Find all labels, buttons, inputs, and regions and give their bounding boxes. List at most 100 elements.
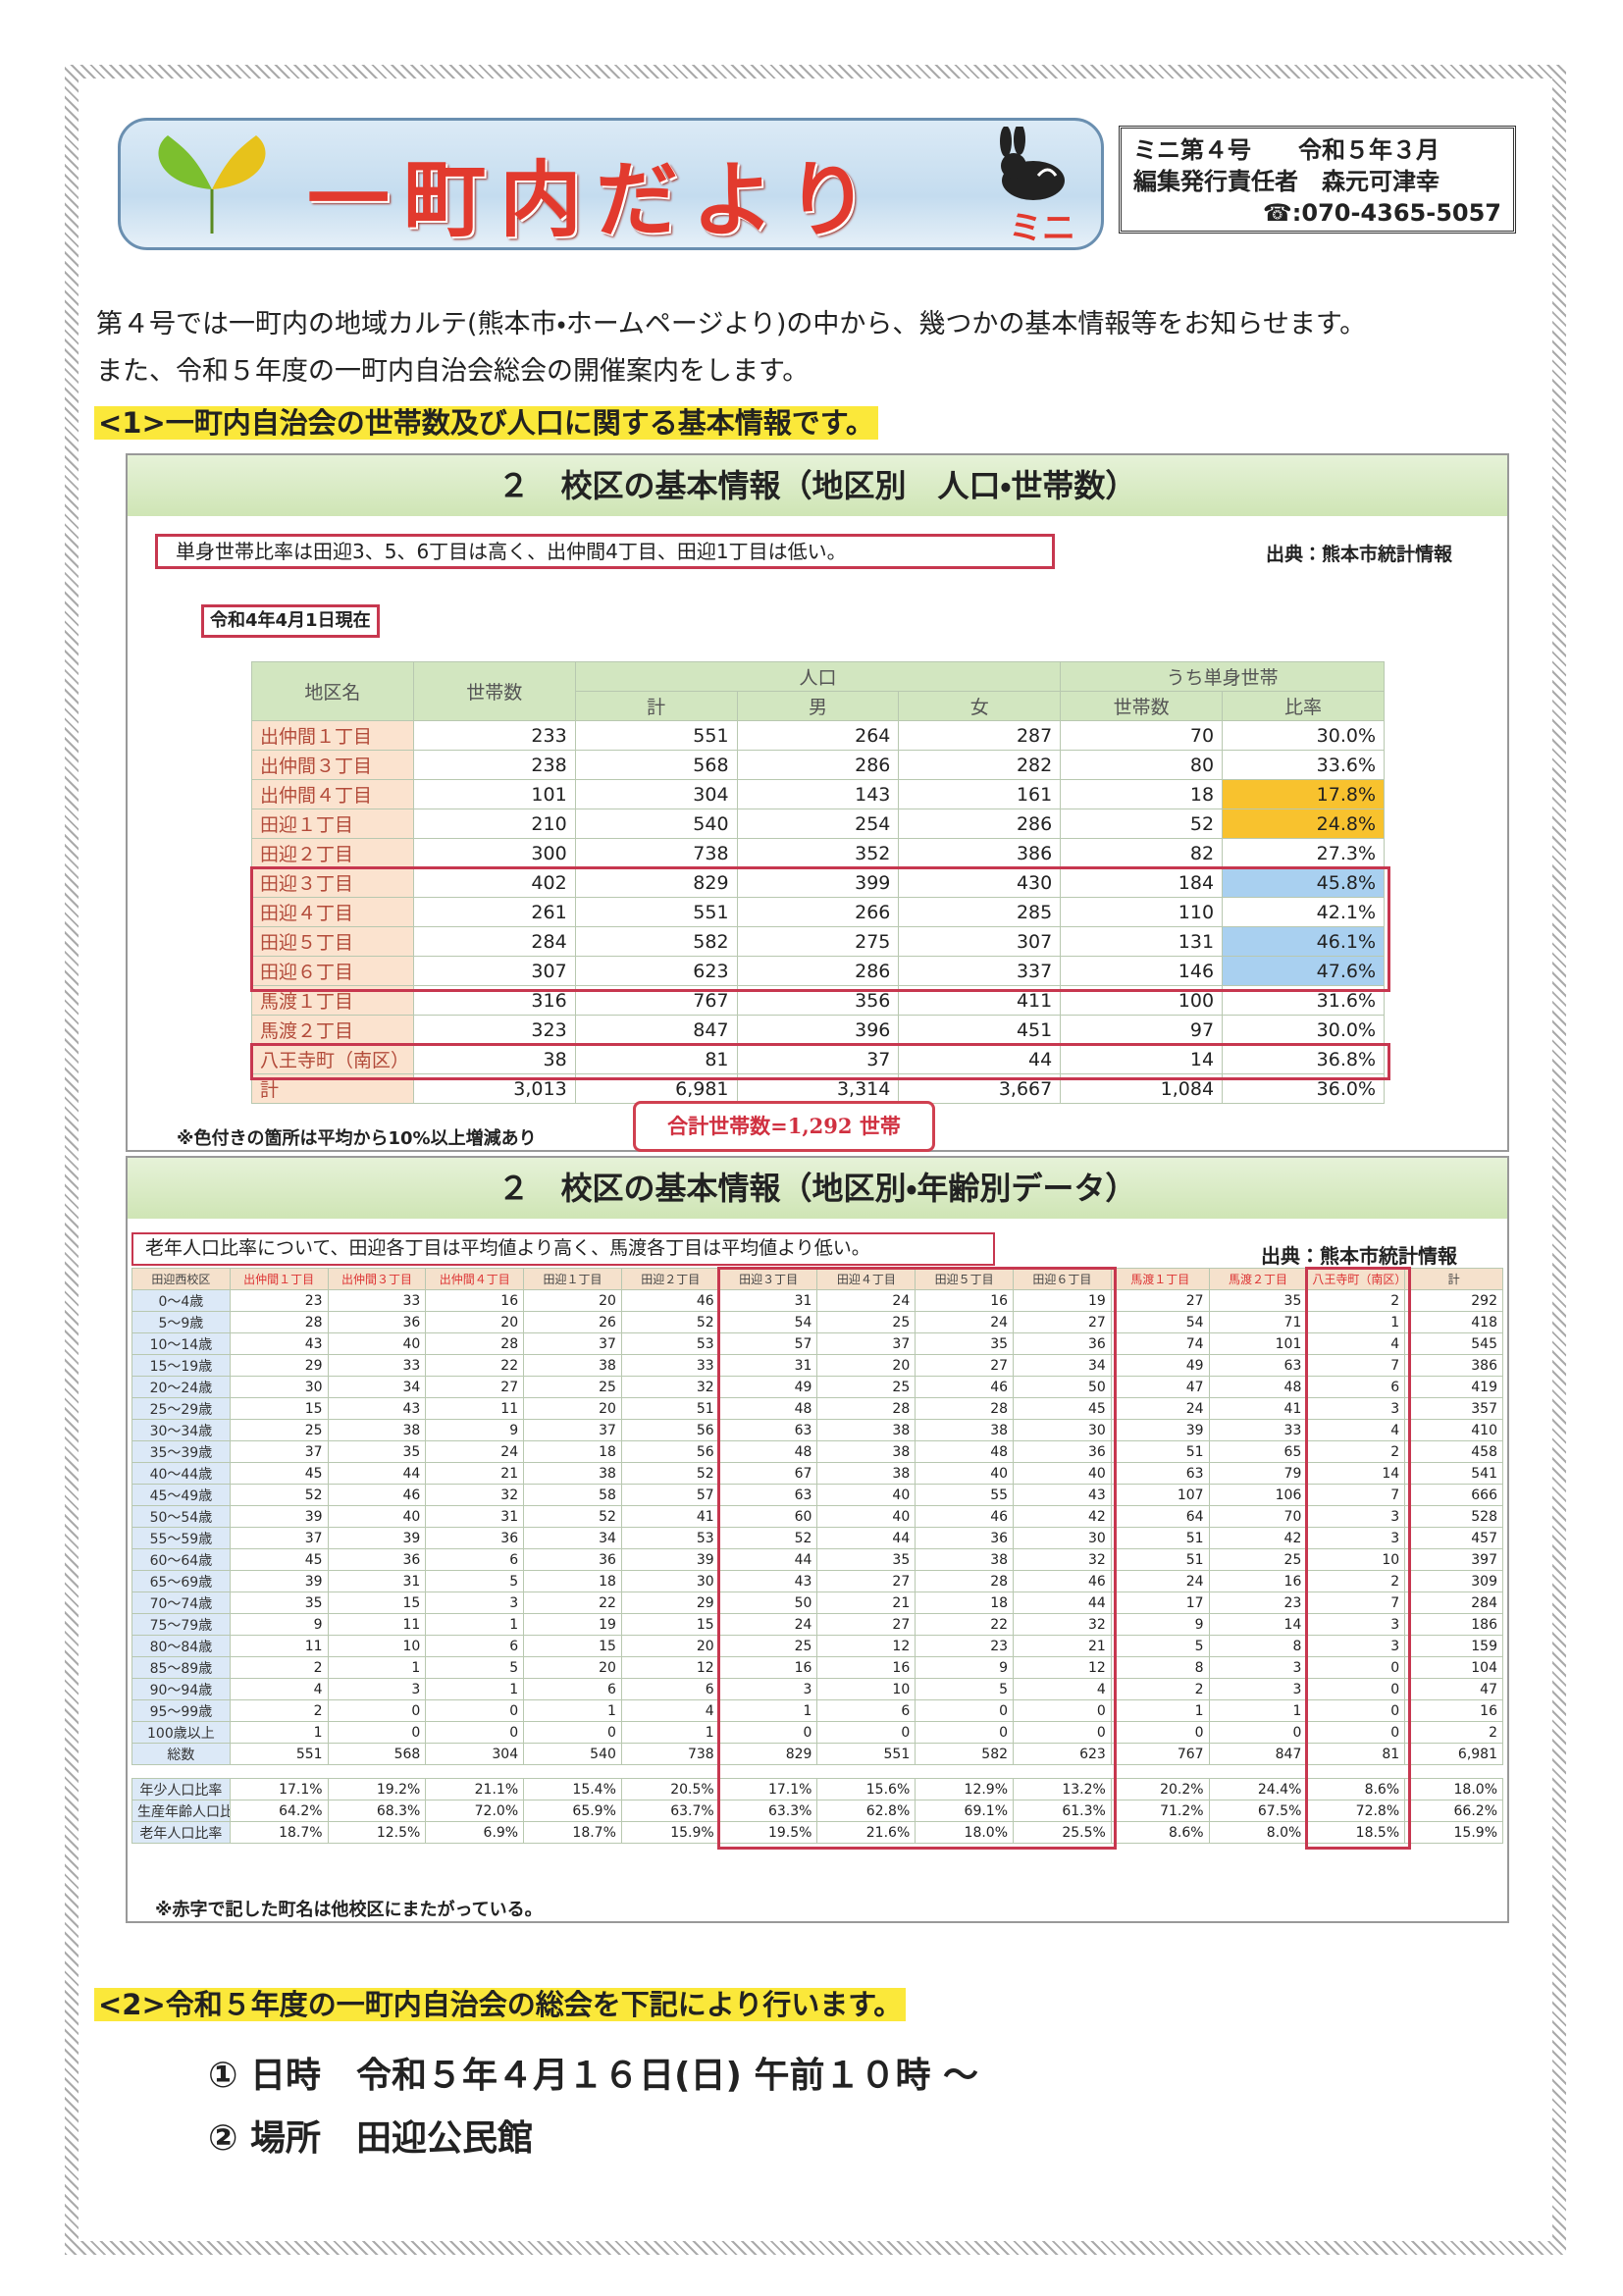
cell: 71.2% (1110, 1800, 1210, 1822)
footnote: ※色付きの箇所は平均から10%以上増減あり (177, 1128, 537, 1149)
cell: 48 (1208, 1376, 1308, 1398)
cell: 352 (736, 838, 900, 868)
data-row: 5～9歳 28 36 20 26 52 54 25 24 27 54 71 1 418 (131, 1311, 1503, 1333)
cell: 25 (718, 1635, 818, 1657)
meeting-item: ② 場所 田迎公民館 (208, 2118, 534, 2159)
age-table: 田迎西校区 出仲間１丁目 出仲間３丁目 出仲間４丁目 田迎１丁目 田迎２丁目 田迎３丁目 田迎… (131, 1268, 1503, 1844)
cell: 42 (1208, 1527, 1308, 1549)
cell: 21.6% (816, 1821, 916, 1844)
data-row: 85～89歳 2 1 5 20 12 16 16 9 12 8 3 0 104 (131, 1656, 1503, 1679)
cell: 307 (412, 956, 576, 986)
data-row: 出仲間３丁目 238 568 286 282 80 33.6% (251, 750, 1385, 780)
district-name: 出仲間３丁目 (251, 750, 414, 780)
rabbit-icon (1000, 127, 1065, 200)
cell: 540 (523, 1743, 622, 1765)
cell: 41 (620, 1505, 720, 1528)
data-row: 40～44歳 45 44 21 38 52 67 38 40 40 63 79 14 541 (131, 1462, 1503, 1485)
cell: 1 (1110, 1699, 1210, 1722)
cell: 46 (327, 1484, 427, 1506)
cell: 430 (898, 867, 1062, 898)
data-row: 90～94歳 4 3 1 6 6 3 10 5 4 2 3 0 47 (131, 1678, 1503, 1700)
cell: 51 (1110, 1548, 1210, 1571)
cell: 22 (425, 1354, 525, 1377)
cell: 22 (523, 1592, 622, 1614)
cell: 254 (736, 809, 900, 839)
emphasis-box (717, 1266, 1118, 1850)
cell: 1 (425, 1678, 525, 1700)
cell: 25 (816, 1311, 916, 1333)
as-of-date: 令和4年4月1日現在 (201, 604, 380, 638)
source: 出典：熊本市統計情報 (1266, 544, 1453, 565)
cell: 14 (1208, 1613, 1308, 1636)
cell: 110 (1060, 897, 1224, 927)
cell: 0 (523, 1721, 622, 1744)
cell: 35 (915, 1332, 1015, 1355)
cell: 131 (1060, 926, 1224, 957)
cell: 6.9% (425, 1821, 525, 1844)
cell: 20 (816, 1354, 916, 1377)
cell: 33 (620, 1354, 720, 1377)
cell: 69.1% (915, 1800, 1015, 1822)
cell: 20.2% (1110, 1778, 1210, 1800)
cell: 457 (1404, 1527, 1503, 1549)
data-row: 50～54歳 39 40 31 52 41 60 40 46 42 64 70 3 528 (131, 1505, 1503, 1528)
cell: 23 (1208, 1592, 1308, 1614)
cell: 0 (425, 1699, 525, 1722)
column-header: 女 (898, 691, 1062, 721)
cell: 1 (1208, 1699, 1308, 1722)
cell: 31 (425, 1505, 525, 1528)
district-name: 出仲間１丁目 (251, 720, 414, 751)
cell: 451 (898, 1015, 1062, 1045)
data-row: 80～84歳 11 10 6 15 20 25 12 23 21 5 8 3 159 (131, 1635, 1503, 1657)
cell: 18 (523, 1440, 622, 1463)
cell: 847 (1208, 1743, 1308, 1765)
cell: 847 (574, 1015, 738, 1045)
title-banner: 一町内だより ミニ (118, 118, 1104, 250)
emphasis-box (249, 1042, 1390, 1080)
cell: 18.7% (229, 1821, 329, 1844)
cell: 5 (425, 1570, 525, 1592)
district-name: 八王寺町（南区） (251, 1044, 414, 1074)
cell: 56 (620, 1440, 720, 1463)
cell: 24.4% (1208, 1778, 1308, 1800)
cell: 28 (229, 1311, 329, 1333)
cell: 52 (620, 1311, 720, 1333)
section-heading: <1>一町内自治会の世帯数及び人口に関する基本情報です。 (94, 406, 878, 440)
cell: 55 (915, 1484, 1015, 1506)
column-header: 比率 (1222, 691, 1385, 721)
cell: 1 (425, 1613, 525, 1636)
cell: 2 (229, 1699, 329, 1722)
cell: 6 (425, 1548, 525, 1571)
panel-title: ２ 校区の基本情報（地区別 人口・世帯数） (128, 455, 1507, 516)
cell: 47.6% (1222, 956, 1385, 986)
column-header: 八王寺町（南区） (1306, 1268, 1406, 1290)
row-label: 70～74歳 (131, 1592, 231, 1614)
cell: 38 (412, 1044, 576, 1074)
column-header: 馬渡２丁目 (1208, 1268, 1308, 1290)
cell: 0 (327, 1699, 427, 1722)
cell: 399 (736, 867, 900, 898)
column-header: 人口 (574, 661, 1062, 692)
cell: 1 (523, 1699, 622, 1722)
cell: 21.1% (425, 1778, 525, 1800)
district-name: 田迎４丁目 (251, 897, 414, 927)
cell: 41 (1208, 1397, 1308, 1420)
ratio-row: 老年人口比率 18.7% 12.5% 6.9% 18.7% 15.9% 19.5% 21.6%… (131, 1821, 1503, 1844)
cell: 0 (1110, 1721, 1210, 1744)
cell: 30.0% (1222, 720, 1385, 751)
cell: 54 (1110, 1311, 1210, 1333)
header-row: 田迎西校区 出仲間１丁目 出仲間３丁目 出仲間４丁目 田迎１丁目 田迎２丁目 田迎３丁目 田迎… (131, 1268, 1503, 1290)
cell: 3 (1208, 1678, 1308, 1700)
cell: 19.5% (718, 1821, 818, 1844)
cell: 233 (412, 720, 576, 751)
cell: 410 (1404, 1419, 1503, 1441)
cell: 3 (1208, 1656, 1308, 1679)
spacer-cell (1111, 1764, 1210, 1779)
row-label: 20～24歳 (131, 1376, 231, 1398)
row-label: 5～9歳 (131, 1311, 231, 1333)
cell: 18 (1060, 779, 1224, 809)
row-label: 50～54歳 (131, 1505, 231, 1528)
data-row: 95～99歳 2 0 0 1 4 1 6 0 0 1 1 0 16 (131, 1699, 1503, 1722)
cell: 21 (425, 1462, 525, 1485)
cell: 17 (1110, 1592, 1210, 1614)
